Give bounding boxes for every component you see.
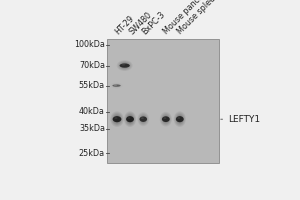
Ellipse shape (123, 64, 127, 67)
Ellipse shape (162, 114, 170, 124)
Ellipse shape (126, 114, 134, 125)
Text: 40kDa: 40kDa (79, 107, 105, 116)
Bar (107, 39, 219, 163)
Ellipse shape (122, 64, 125, 66)
Ellipse shape (110, 111, 124, 127)
Ellipse shape (113, 115, 121, 123)
Ellipse shape (162, 116, 170, 122)
Text: Mouse pancreas: Mouse pancreas (161, 0, 214, 36)
Text: Mouse spleen: Mouse spleen (175, 0, 220, 36)
Text: BxPC-3: BxPC-3 (140, 10, 167, 36)
Ellipse shape (119, 63, 130, 68)
Ellipse shape (115, 117, 119, 121)
Ellipse shape (140, 116, 147, 122)
Ellipse shape (122, 63, 128, 68)
Text: 70kDa: 70kDa (79, 61, 105, 70)
Text: 100kDa: 100kDa (74, 40, 105, 49)
Ellipse shape (114, 116, 120, 122)
Ellipse shape (175, 113, 185, 126)
Ellipse shape (112, 116, 122, 122)
Ellipse shape (119, 62, 130, 69)
Ellipse shape (160, 112, 172, 127)
Ellipse shape (161, 113, 171, 125)
Ellipse shape (125, 113, 135, 126)
Ellipse shape (128, 117, 130, 119)
Ellipse shape (114, 117, 118, 119)
Text: SW480: SW480 (128, 10, 154, 36)
Ellipse shape (120, 63, 129, 69)
Text: LEFTY1: LEFTY1 (221, 115, 260, 124)
Ellipse shape (140, 115, 146, 123)
Ellipse shape (139, 114, 147, 124)
Ellipse shape (112, 114, 122, 125)
Ellipse shape (142, 117, 145, 121)
Ellipse shape (141, 116, 146, 122)
Ellipse shape (177, 116, 182, 122)
Ellipse shape (126, 116, 134, 122)
Ellipse shape (141, 117, 144, 119)
Ellipse shape (114, 85, 117, 86)
Ellipse shape (174, 111, 186, 127)
Ellipse shape (138, 113, 148, 125)
Ellipse shape (111, 113, 123, 126)
Ellipse shape (163, 115, 169, 123)
Text: 55kDa: 55kDa (79, 81, 105, 90)
Ellipse shape (117, 60, 133, 71)
Ellipse shape (176, 116, 184, 122)
Ellipse shape (176, 114, 184, 125)
Ellipse shape (137, 112, 149, 126)
Ellipse shape (128, 116, 133, 122)
Text: 25kDa: 25kDa (79, 149, 105, 158)
Ellipse shape (124, 111, 136, 127)
Text: HT-29: HT-29 (114, 14, 136, 36)
Ellipse shape (164, 116, 168, 122)
Ellipse shape (164, 117, 166, 119)
Ellipse shape (178, 117, 181, 121)
Ellipse shape (177, 117, 180, 119)
Text: 35kDa: 35kDa (79, 124, 105, 133)
Ellipse shape (118, 61, 131, 70)
Ellipse shape (127, 115, 134, 123)
Ellipse shape (176, 115, 183, 123)
Ellipse shape (112, 84, 121, 87)
Ellipse shape (164, 117, 167, 121)
Ellipse shape (128, 117, 131, 121)
